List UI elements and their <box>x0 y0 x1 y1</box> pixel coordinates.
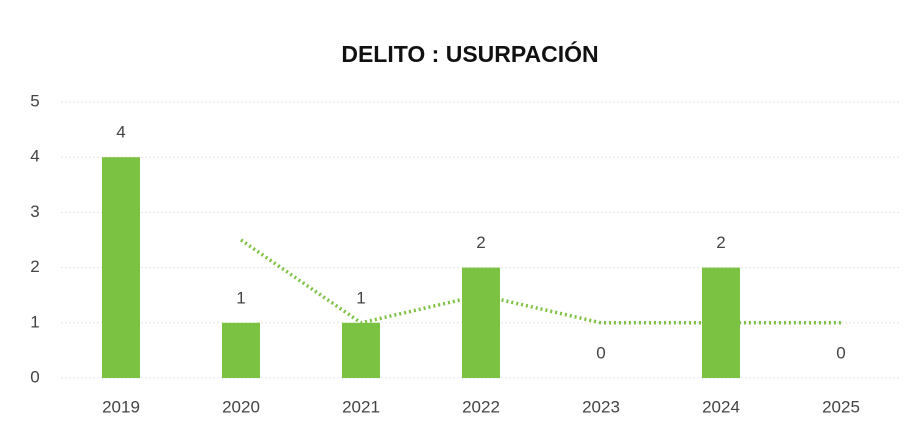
bar <box>342 322 380 378</box>
data-label: 2 <box>716 233 725 252</box>
y-tick-label: 2 <box>30 257 39 276</box>
x-tick-label: 2023 <box>582 397 620 416</box>
x-tick-label: 2022 <box>462 397 500 416</box>
trend-line <box>240 238 841 325</box>
data-label: 1 <box>356 288 365 307</box>
y-tick-label: 0 <box>30 367 39 386</box>
data-label: 1 <box>236 288 245 307</box>
data-label: 0 <box>836 343 845 362</box>
x-tick-label: 2025 <box>822 397 860 416</box>
y-tick-label: 1 <box>30 312 39 331</box>
bar <box>102 157 140 378</box>
x-tick-label: 2019 <box>102 397 140 416</box>
x-tick-label: 2021 <box>342 397 380 416</box>
y-tick-label: 4 <box>30 147 39 166</box>
bar <box>222 322 260 378</box>
data-label: 4 <box>116 123 125 142</box>
x-tick-label: 2020 <box>222 397 260 416</box>
data-label: 2 <box>476 233 485 252</box>
data-label: 0 <box>596 343 605 362</box>
chart-title: DELITO : USURPACIÓN <box>341 40 598 67</box>
y-tick-label: 3 <box>30 202 39 221</box>
x-tick-label: 2024 <box>702 397 740 416</box>
bar <box>702 267 740 378</box>
bar <box>462 267 500 378</box>
y-tick-label: 5 <box>30 91 39 110</box>
